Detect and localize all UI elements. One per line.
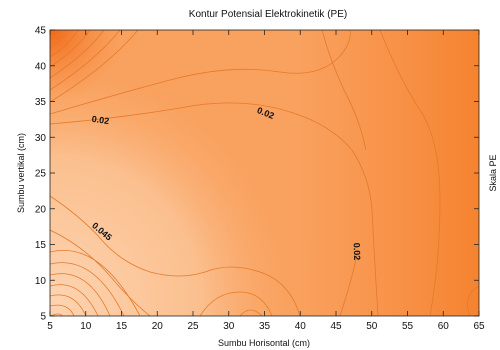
contour-line (50, 30, 139, 103)
x-tick-label: 5 (47, 321, 53, 332)
contour-line (50, 262, 125, 316)
contour-line (50, 30, 69, 49)
contour-line (50, 30, 61, 41)
contour-line (50, 102, 379, 316)
contour-line (379, 30, 441, 316)
x-tick-label: 10 (80, 321, 92, 332)
x-tick-label: 50 (366, 321, 378, 332)
y-tick-label: 40 (35, 61, 47, 72)
contour-line (50, 273, 111, 316)
y-tick-label: 15 (35, 240, 47, 251)
contour-line (239, 309, 263, 316)
x-tick-label: 65 (473, 321, 485, 332)
contour-line (50, 284, 99, 316)
colorbar-label: Skala PE (488, 154, 498, 191)
contour-line (50, 229, 151, 316)
contour-line (50, 304, 75, 316)
chart-title: Kontur Potensial Elektrokinetik (PE) (189, 9, 347, 20)
contour-line (50, 195, 301, 316)
contour-line (50, 294, 87, 316)
contour-value-label: 0.02 (91, 114, 110, 126)
x-tick-label: 40 (295, 321, 307, 332)
contour-line (50, 30, 351, 115)
y-tick-label: 5 (40, 312, 46, 323)
y-axis-ticks: 5 10 15 20 25 30 35 40 45 (35, 26, 479, 323)
y-tick-label: 45 (35, 26, 47, 37)
x-axis-label: Sumbu Horisontal (cm) (218, 338, 310, 348)
x-tick-label: 25 (187, 321, 199, 332)
x-tick-label: 30 (223, 321, 235, 332)
x-axis-ticks: 5 10 15 20 25 30 35 40 45 50 55 60 65 (47, 30, 485, 332)
x-tick-label: 15 (116, 321, 128, 332)
y-tick-label: 25 (35, 169, 47, 180)
contour-line (50, 30, 121, 91)
contour-line (50, 313, 63, 316)
x-tick-label: 55 (402, 321, 414, 332)
contour-line (339, 249, 359, 316)
x-tick-label: 45 (330, 321, 342, 332)
contour-value-label: 0.02 (352, 243, 363, 261)
plot-fill-top-left (50, 30, 479, 316)
contour-line (50, 250, 141, 316)
contour-line (50, 30, 79, 58)
y-tick-label: 35 (35, 97, 47, 108)
plot-area (50, 30, 479, 316)
contour-lines (50, 30, 479, 316)
y-tick-label: 20 (35, 204, 47, 215)
contour-line (467, 285, 479, 316)
contour-line (50, 30, 91, 68)
x-tick-label: 20 (152, 321, 164, 332)
contour-line (321, 30, 367, 151)
x-tick-label: 35 (259, 321, 271, 332)
y-axis-label: Sumbu vertikal (cm) (16, 133, 26, 213)
y-tick-label: 10 (35, 276, 47, 287)
x-tick-label: 60 (438, 321, 450, 332)
contour-line (199, 291, 273, 316)
y-tick-label: 30 (35, 133, 47, 144)
contour-line (50, 30, 105, 79)
